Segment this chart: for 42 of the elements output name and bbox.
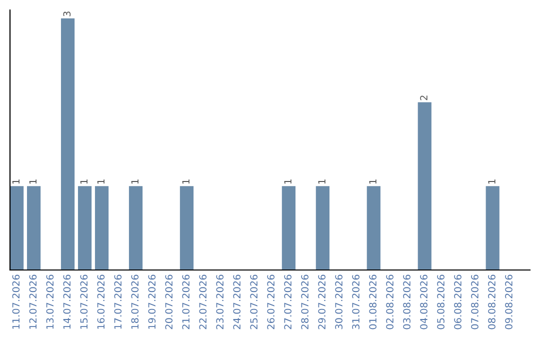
x-tick-label: 14.07.2026 [63, 274, 71, 329]
x-tick-label: 05.08.2026 [437, 274, 444, 330]
data-label: 1 [182, 179, 190, 184]
x-tick-label: 17.07.2026 [114, 274, 122, 329]
x-tick-label: 21.07.2026 [182, 274, 190, 330]
data-label: 1 [97, 179, 104, 184]
x-tick-label: 24.07.2026 [233, 274, 241, 330]
x-tick-label: 09.08.2026 [505, 274, 512, 330]
x-tick-label: 19.07.2026 [148, 274, 156, 329]
x-tick-label: 23.07.2026 [216, 274, 224, 330]
x-tick-label: 31.07.2026 [352, 274, 360, 330]
data-label: 2 [420, 96, 428, 100]
x-tick-label: 27.07.2026 [284, 274, 292, 330]
x-tick-label: 25.07.2026 [250, 274, 258, 330]
x-tick-label: 12.07.2026 [29, 274, 37, 329]
x-tick-label: 08.08.2026 [488, 274, 496, 330]
data-label: 1 [29, 179, 36, 184]
data-label: 1 [318, 179, 326, 184]
x-tick-label: 01.08.2026 [369, 274, 376, 330]
data-label: 1 [131, 179, 138, 184]
x-tick-label: 20.07.2026 [165, 274, 173, 330]
x-tick-label: 07.08.2026 [471, 274, 478, 330]
x-tick-label: 03.08.2026 [403, 274, 410, 330]
x-tick-label: 30.07.2026 [335, 274, 342, 330]
x-tick-label: 29.07.2026 [318, 274, 326, 330]
data-label: 1 [369, 179, 376, 184]
data-label: 3 [63, 12, 71, 16]
x-tick-label: 06.08.2026 [454, 274, 462, 330]
data-label: 1 [80, 179, 88, 184]
x-tick-label: 13.07.2026 [46, 274, 54, 329]
x-tick-label: 02.08.2026 [386, 274, 394, 330]
x-tick-label: 28.07.2026 [301, 274, 309, 330]
x-tick-label: 18.07.2026 [131, 274, 139, 329]
x-tick-label: 04.08.2026 [420, 274, 428, 330]
x-tick-label: 22.07.2026 [199, 274, 207, 330]
data-label: 1 [488, 179, 496, 184]
x-tick-label: 11.07.2026 [12, 274, 20, 329]
data-label: 1 [284, 179, 292, 184]
data-label: 1 [12, 179, 20, 184]
x-tick-label: 26.07.2026 [267, 274, 275, 330]
x-tick-label: 15.07.2026 [80, 274, 88, 329]
x-tick-label: 16.07.2026 [97, 274, 105, 329]
